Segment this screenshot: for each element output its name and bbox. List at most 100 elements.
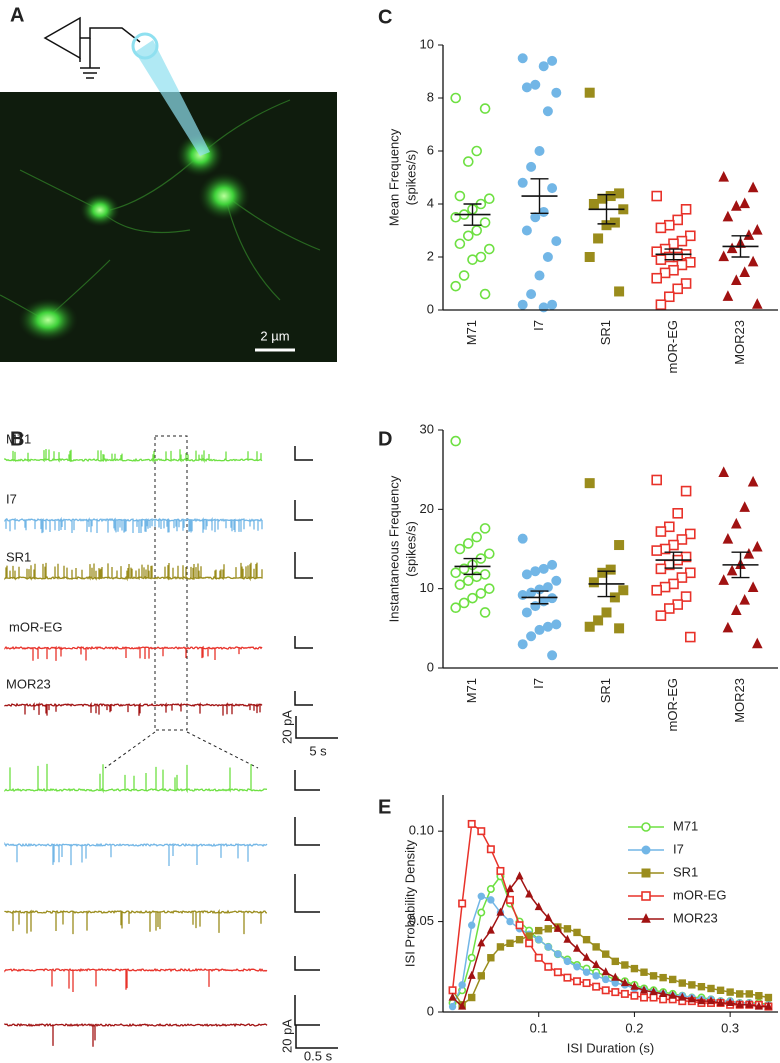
y-tick-label: 0 (427, 1003, 434, 1018)
electrode-diagram (43, 16, 141, 79)
marker (535, 935, 543, 944)
marker (462, 538, 474, 549)
marker (506, 939, 514, 947)
marker (602, 975, 610, 984)
marker (477, 908, 486, 917)
marker (454, 579, 466, 591)
marker (554, 950, 562, 958)
marker (726, 988, 734, 996)
marker (544, 925, 552, 933)
y-tick-label: 10 (420, 580, 434, 595)
zoom-trace (4, 763, 268, 794)
marker (515, 935, 524, 944)
marker (747, 475, 759, 487)
marker (542, 582, 553, 593)
marker (678, 992, 687, 1001)
marker (655, 299, 667, 311)
y-axis-label: Instantaneous Frequency (386, 475, 401, 622)
marker (450, 435, 462, 447)
marker (739, 266, 751, 277)
marker (680, 591, 692, 602)
marker (611, 988, 620, 997)
marker (755, 992, 763, 1000)
marker (659, 267, 671, 279)
marker (697, 982, 706, 991)
trace-label: MOR23 (6, 676, 51, 691)
marker (458, 597, 470, 609)
marker (551, 575, 562, 586)
zoom-line (186, 731, 259, 769)
panel-label: E (378, 796, 391, 818)
scale-bracket (294, 552, 313, 579)
legend-label: mOR-EG (673, 887, 726, 902)
scale-bracket (294, 446, 313, 461)
marker (450, 567, 462, 579)
marker (687, 994, 696, 1003)
marker (630, 964, 639, 973)
zoom-trace (4, 841, 268, 866)
marker (663, 291, 675, 303)
marker (582, 979, 591, 988)
marker (471, 531, 483, 543)
pipette-tip (131, 32, 159, 60)
series-line (451, 822, 769, 1008)
marker (614, 188, 625, 199)
y-tick-label: 0 (427, 301, 434, 316)
marker (450, 92, 462, 104)
marker (655, 222, 667, 234)
marker (751, 223, 763, 235)
marker (530, 212, 541, 223)
marker (448, 992, 457, 1001)
marker (726, 242, 738, 254)
scale-bracket (294, 770, 320, 791)
y-axis-label: (spikes/s) (403, 521, 418, 577)
marker (684, 631, 696, 643)
marker (547, 559, 558, 570)
marker (487, 896, 495, 904)
marker (526, 161, 537, 172)
marker (588, 577, 599, 588)
marker (747, 181, 759, 193)
marker (754, 1001, 763, 1010)
marker (517, 299, 528, 310)
marker (676, 534, 688, 545)
marker (651, 190, 663, 202)
marker (547, 299, 558, 310)
marker (726, 564, 738, 576)
scale-bracket (294, 874, 320, 913)
series-line (451, 926, 769, 1006)
scale-bracket (294, 691, 313, 706)
marker (467, 970, 476, 979)
marker (730, 274, 742, 285)
marker (722, 532, 734, 544)
marker (551, 619, 562, 630)
legend-marker (641, 845, 651, 855)
cell (198, 172, 250, 220)
marker (526, 587, 537, 598)
marker (602, 950, 610, 958)
marker (639, 985, 649, 994)
x-tick-label: M71 (464, 678, 479, 703)
marker (618, 585, 629, 596)
marker (521, 82, 532, 93)
series-line (452, 874, 769, 1008)
marker (730, 200, 742, 211)
marker (611, 979, 619, 987)
cells (0, 99, 321, 321)
marker (496, 866, 505, 875)
x-tick-label: SR1 (598, 678, 613, 703)
marker (639, 993, 648, 1002)
x-tick-label: 0.2 (625, 1020, 643, 1035)
marker (467, 254, 478, 265)
x-tick-label: I7 (531, 678, 546, 689)
marker (462, 156, 474, 167)
marker (538, 596, 549, 607)
marker (620, 989, 629, 998)
x-tick-label: mOR-EG (665, 678, 680, 731)
cell (80, 193, 120, 227)
cell (18, 298, 78, 342)
trace (4, 516, 263, 534)
marker (630, 981, 639, 990)
marker (462, 230, 474, 242)
panel-label: D (378, 428, 392, 450)
